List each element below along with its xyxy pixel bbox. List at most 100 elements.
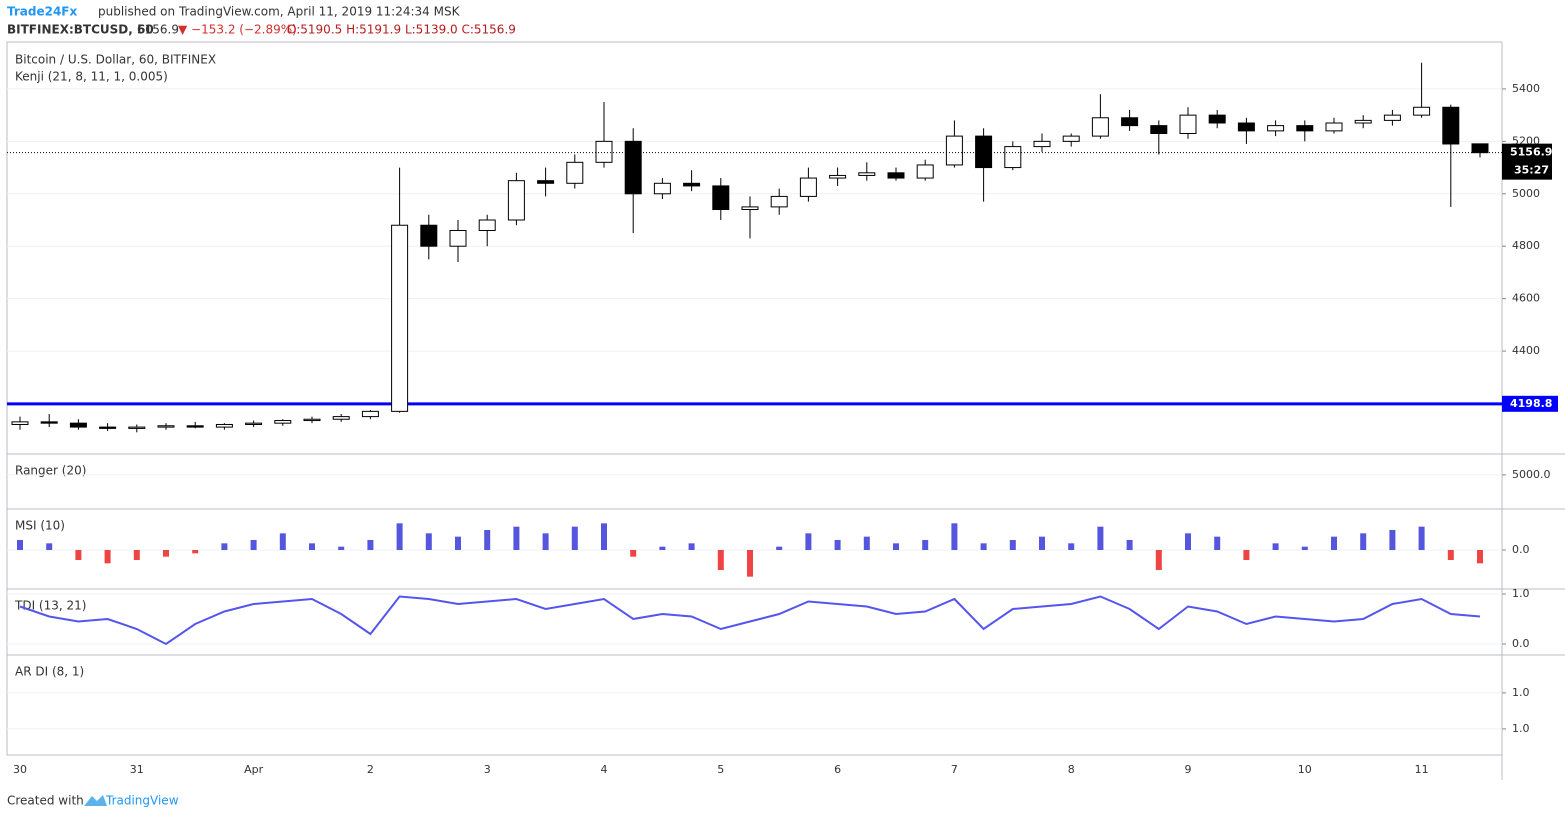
symbol: BITFINEX:BTCUSD, 60 xyxy=(7,23,154,37)
histogram-bar xyxy=(717,550,724,570)
histogram-bar xyxy=(484,530,491,550)
candle-body xyxy=(1325,122,1343,132)
candle-body xyxy=(858,172,876,176)
x-tick-label: 10 xyxy=(1298,763,1312,776)
candle-body xyxy=(1121,117,1139,127)
candle-body xyxy=(653,182,671,195)
candle-body xyxy=(1091,117,1109,137)
x-tick-label: 31 xyxy=(130,763,144,776)
ohlc: O:5190.5 H:5191.9 L:5139.0 C:5156.9 xyxy=(287,23,516,37)
candle-body xyxy=(99,426,117,429)
y-tick-label: 1.0 xyxy=(1512,587,1530,600)
x-tick-label: 3 xyxy=(484,763,491,776)
candle-body xyxy=(40,421,58,424)
x-tick-label: 9 xyxy=(1185,763,1192,776)
candle-body xyxy=(507,180,525,221)
y-tick-label: 5000 xyxy=(1512,187,1540,200)
histogram-bar xyxy=(1185,533,1191,550)
last-price-bg xyxy=(1502,143,1552,180)
histogram-bar xyxy=(221,543,228,550)
histogram-bar xyxy=(1068,543,1075,550)
histogram-bar xyxy=(1389,530,1396,550)
candle-body xyxy=(1004,146,1022,169)
last-price-label: 5156.9 xyxy=(1510,146,1552,159)
y-tick-label: 0.0 xyxy=(1512,543,1530,556)
y-tick-label: 5000.0 xyxy=(1512,468,1551,481)
histogram-bar xyxy=(396,523,403,550)
candle-body xyxy=(303,418,321,422)
histogram-bar xyxy=(1243,550,1250,560)
histogram-bar xyxy=(1155,550,1162,570)
candle-body xyxy=(916,164,934,179)
histogram-bar xyxy=(980,543,987,550)
candle-body xyxy=(829,174,847,179)
footer-brand[interactable]: TradingView xyxy=(105,794,179,808)
candle-body xyxy=(478,219,496,231)
y-tick-label: 0.0 xyxy=(1512,637,1530,650)
candle-body xyxy=(595,140,613,163)
candle-body xyxy=(274,420,292,424)
histogram-bar xyxy=(425,533,432,550)
y-tick-label: 1.0 xyxy=(1512,686,1530,699)
candle-body xyxy=(624,140,642,195)
candle-body xyxy=(1208,114,1226,124)
candle-body xyxy=(1383,114,1401,121)
panel-title: Bitcoin / U.S. Dollar, 60, BITFINEX xyxy=(15,53,216,67)
candle-body xyxy=(1413,106,1431,116)
tradingview-logo[interactable] xyxy=(84,795,107,806)
x-tick-label: 2 xyxy=(367,763,374,776)
histogram-bar xyxy=(1126,540,1133,550)
candle-body xyxy=(1179,114,1197,134)
panel-title: MSI (10) xyxy=(15,519,65,533)
histogram-bar xyxy=(46,543,53,550)
candle-body xyxy=(1267,125,1285,132)
x-tick-label: Apr xyxy=(244,763,264,776)
histogram-bar xyxy=(75,550,82,560)
publisher[interactable]: Trade24Fx xyxy=(7,5,78,19)
candle-body xyxy=(449,229,467,247)
countdown: 35:27 xyxy=(1514,164,1549,177)
last-price: 5156.9 xyxy=(137,23,179,37)
histogram-bar xyxy=(192,550,199,554)
y-tick-label: 4400 xyxy=(1512,344,1540,357)
histogram-bar xyxy=(922,540,929,550)
y-tick-label: 1.0 xyxy=(1512,722,1530,735)
candle-body xyxy=(566,161,584,184)
histogram-bar xyxy=(367,540,374,550)
candle-body xyxy=(157,425,175,428)
panel-title: AR DI (8, 1) xyxy=(15,665,84,679)
histogram-bar xyxy=(747,550,753,577)
histogram-bar xyxy=(1301,546,1308,550)
histogram-bar xyxy=(104,550,111,564)
histogram-bar xyxy=(338,546,345,550)
candle-body xyxy=(1150,125,1168,134)
candle-body xyxy=(391,224,409,412)
histogram-bar xyxy=(133,550,140,560)
candle-body xyxy=(537,180,555,184)
histogram-bar xyxy=(1214,536,1221,550)
candle-body xyxy=(361,410,379,418)
candle-body xyxy=(1296,125,1314,132)
candle-body xyxy=(128,426,146,429)
published: published on TradingView.com, April 11, … xyxy=(98,5,461,19)
candle-body xyxy=(1033,140,1051,148)
histogram-bar xyxy=(455,536,461,550)
histogram-bar xyxy=(1097,526,1104,550)
candle-body xyxy=(420,224,438,247)
x-tick-label: 5 xyxy=(717,763,724,776)
x-tick-label: 7 xyxy=(951,763,958,776)
x-tick-label: 4 xyxy=(601,763,608,776)
candle-body xyxy=(770,195,788,208)
histogram-bar xyxy=(688,543,695,550)
candle-body xyxy=(186,425,204,428)
histogram-bar xyxy=(893,543,899,550)
candle-body xyxy=(1442,106,1460,145)
histogram-bar xyxy=(630,550,637,557)
x-tick-label: 30 xyxy=(13,763,27,776)
indicator-line xyxy=(19,595,1481,646)
histogram-bar xyxy=(279,533,286,550)
y-tick-label: 4800 xyxy=(1512,239,1540,252)
candle-body xyxy=(799,177,817,197)
histogram-bar xyxy=(17,540,23,550)
